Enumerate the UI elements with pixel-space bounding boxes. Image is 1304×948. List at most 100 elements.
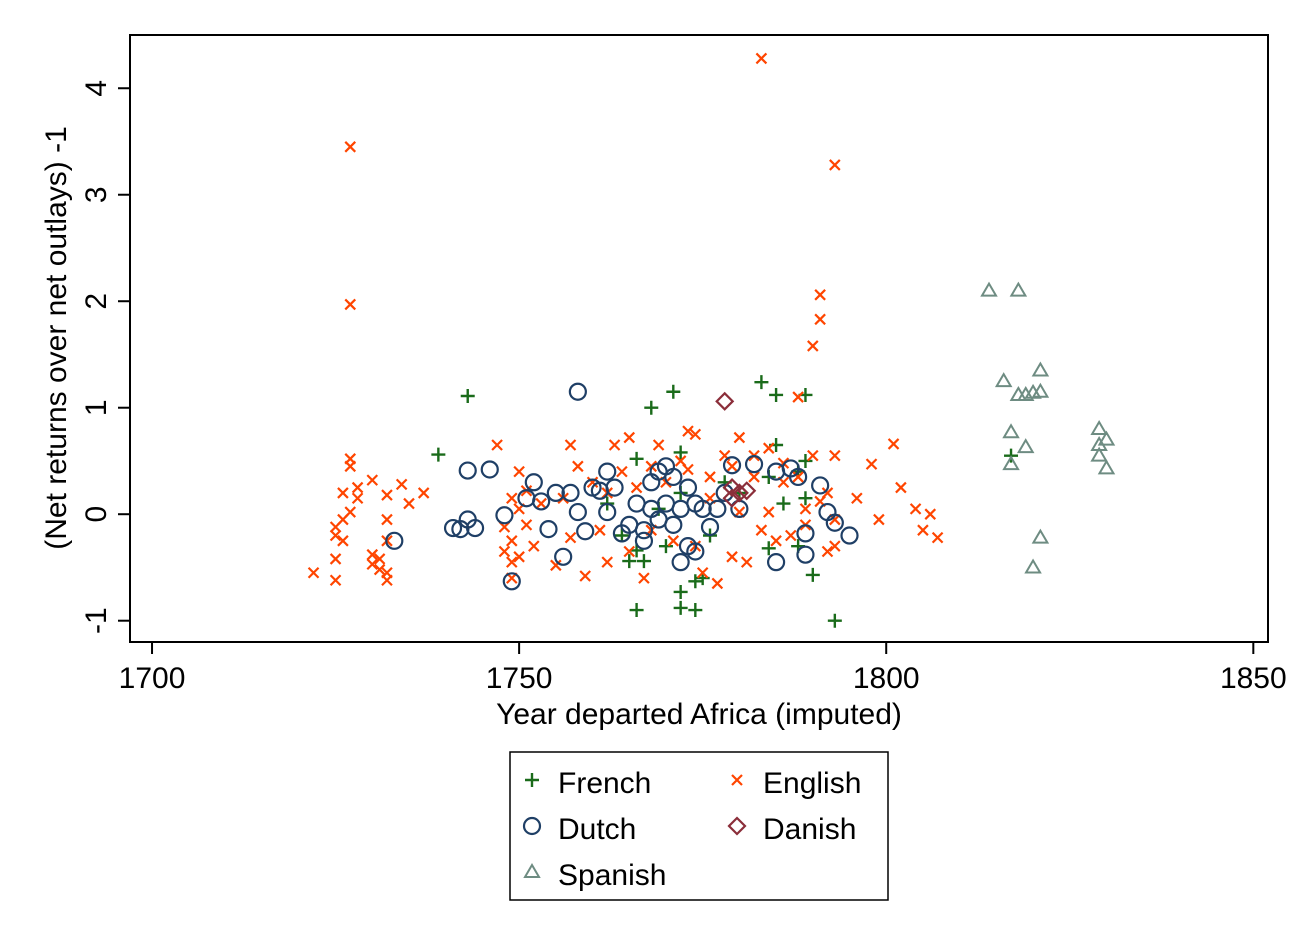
data-point-dutch xyxy=(480,460,499,479)
data-point-danish xyxy=(715,391,735,411)
data-point-french xyxy=(658,539,673,554)
data-point-english xyxy=(337,487,349,499)
data-point-english xyxy=(491,439,503,451)
data-point-spanish xyxy=(1024,558,1042,574)
data-point-english xyxy=(373,563,386,576)
data-point-english xyxy=(807,449,819,462)
data-point-french xyxy=(805,567,820,582)
data-point-dutch xyxy=(700,517,720,537)
legend-label-french: French xyxy=(558,767,651,800)
data-point-french xyxy=(614,528,629,543)
data-point-dutch xyxy=(495,506,514,525)
data-point-dutch xyxy=(722,456,742,475)
x-tick-label: 1700 xyxy=(119,662,186,695)
x-axis: 1700 1750 1800 1850 xyxy=(119,642,1287,695)
data-point-french xyxy=(636,554,651,569)
data-point-english xyxy=(755,524,768,536)
data-point-dutch xyxy=(671,553,690,572)
data-point-french xyxy=(666,384,681,399)
legend-box xyxy=(509,751,889,901)
data-point-english xyxy=(799,503,812,515)
data-point-dutch xyxy=(502,572,521,591)
data-point-dutch xyxy=(766,553,786,572)
data-point-french xyxy=(629,603,644,618)
data-point-dutch xyxy=(634,521,654,540)
legend-marker-french xyxy=(525,773,539,787)
data-point-spanish xyxy=(1097,459,1116,475)
y-tick-label: 3 xyxy=(80,186,113,203)
data-point-dutch xyxy=(385,531,404,550)
data-point-spanish xyxy=(1031,528,1050,544)
data-point-french xyxy=(644,400,659,415)
data-point-english xyxy=(696,567,709,579)
data-point-english xyxy=(564,439,577,451)
data-point-spanish xyxy=(1002,423,1020,439)
data-point-english xyxy=(601,556,614,568)
data-point-english xyxy=(851,492,863,505)
data-point-english xyxy=(711,577,724,590)
x-tick-label: 1750 xyxy=(486,662,553,695)
data-point-french xyxy=(629,451,644,466)
data-point-english xyxy=(594,524,606,536)
data-point-french xyxy=(622,554,637,569)
data-point-french xyxy=(761,541,776,556)
data-point-english xyxy=(608,439,621,451)
data-point-english xyxy=(344,460,357,473)
data-point-dutch xyxy=(561,483,580,503)
data-point-english xyxy=(381,489,393,501)
data-point-english xyxy=(572,460,584,473)
data-point-english xyxy=(417,487,430,499)
data-point-english xyxy=(909,503,922,515)
data-point-dutch xyxy=(796,524,815,543)
data-point-english xyxy=(814,289,826,301)
data-point-dutch xyxy=(789,467,808,487)
data-point-english xyxy=(344,506,357,518)
data-point-spanish xyxy=(1031,361,1050,377)
data-point-danish xyxy=(722,488,742,508)
data-point-english xyxy=(931,531,944,544)
data-point-english xyxy=(726,460,738,473)
data-point-english xyxy=(895,481,907,494)
data-point-english xyxy=(373,553,386,565)
data-point-french xyxy=(431,447,446,462)
data-point-spanish xyxy=(1090,446,1108,462)
data-point-english xyxy=(586,476,599,489)
y-axis: -1 0 1 2 3 4 xyxy=(80,80,130,634)
plot-area xyxy=(129,34,1269,643)
data-point-dutch xyxy=(605,478,624,497)
data-point-english xyxy=(740,556,753,568)
y-tick-label: -1 xyxy=(80,607,113,634)
data-point-spanish xyxy=(1097,430,1116,446)
x-tick-label: 1850 xyxy=(1220,662,1287,695)
legend: French English Dutch Danish Spanish xyxy=(509,751,889,901)
data-point-french xyxy=(798,491,813,506)
data-point-english xyxy=(784,529,797,542)
data-point-english xyxy=(682,425,694,437)
legend-label-english: English xyxy=(763,767,861,800)
legend-label-dutch: Dutch xyxy=(558,813,636,846)
legend-label-danish: Danish xyxy=(763,813,856,846)
data-point-french xyxy=(673,584,688,599)
data-point-danish xyxy=(729,483,749,503)
data-point-english xyxy=(829,449,841,462)
data-point-english xyxy=(748,471,760,483)
legend-label-spanish: Spanish xyxy=(558,859,666,892)
y-axis-title: (Net returns over net outlays) -1 xyxy=(40,126,73,550)
data-point-danish xyxy=(722,478,742,498)
data-point-dutch xyxy=(840,526,859,545)
data-point-english xyxy=(726,551,738,563)
data-point-english xyxy=(498,545,511,558)
data-point-english xyxy=(564,531,577,544)
data-point-dutch xyxy=(796,545,815,564)
data-point-dutch xyxy=(539,520,558,539)
data-point-english xyxy=(829,159,841,171)
data-point-dutch xyxy=(708,499,727,518)
y-tick-label: 4 xyxy=(80,80,113,97)
data-point-english xyxy=(792,391,804,403)
data-point-english xyxy=(344,141,357,153)
data-point-english xyxy=(344,298,357,311)
data-point-english xyxy=(733,431,746,444)
data-point-english xyxy=(337,535,349,547)
data-point-english xyxy=(381,574,393,587)
